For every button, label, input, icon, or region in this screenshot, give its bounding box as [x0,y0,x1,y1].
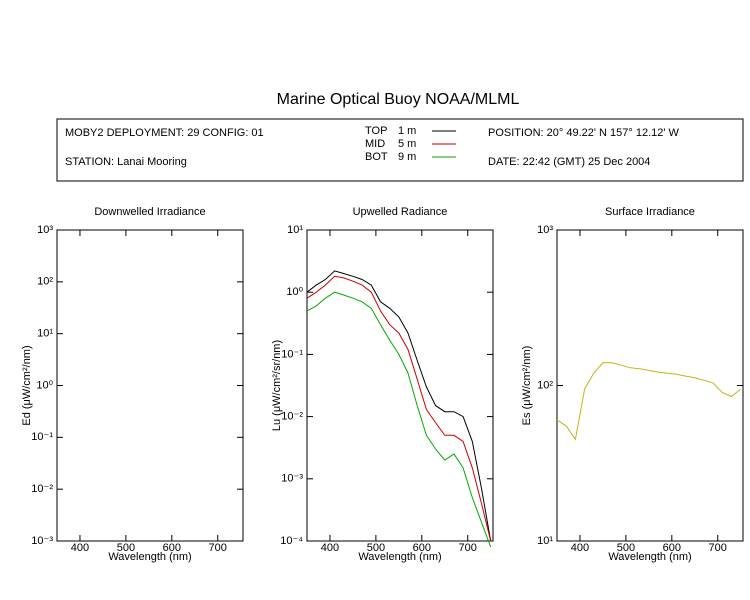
plot-frame [306,229,494,542]
legend-depth: 1 m [398,125,416,137]
x-tick-label: 500 [367,542,385,554]
date: DATE: 22:42 (GMT) 25 Dec 2004 [488,156,650,168]
y-tick-label: 10² [37,276,53,288]
y-axis-label: Lu (μW/cm²/sr/nm) [271,340,283,431]
x-tick-label: 600 [413,542,431,554]
y-tick-label: 10⁻¹ [281,348,303,360]
y-tick-label: 10¹ [37,328,53,340]
x-tick-label: 700 [709,542,727,554]
plot-frame [56,229,244,542]
deployment: MOBY2 DEPLOYMENT: 29 CONFIG: 01 [65,127,264,139]
spectrum-line [556,362,742,441]
position: POSITION: 20° 49.22' N 157° 12.12' W [488,127,680,139]
y-tick-label: 10⁰ [36,379,53,391]
spectrum-line [306,291,492,548]
y-tick-label: 10⁻¹ [31,431,53,443]
y-tick-label: 10⁻² [31,483,53,495]
plot-title: Downwelled Irradiance [94,206,205,218]
x-tick-label: 400 [321,542,339,554]
x-axis-label: Wavelength (nm) [108,551,191,563]
x-tick-label: 600 [663,542,681,554]
y-axis-label: Es (μW/cm²/nm) [521,346,533,426]
y-tick-label: 10³ [537,224,553,236]
y-tick-label: 10² [537,379,553,391]
y-tick-label: 10⁻² [281,411,303,423]
legend-depth: 5 m [398,138,416,150]
y-tick-label: 10⁻³ [31,535,53,547]
y-axis-label: Ed (μW/cm²/nm) [21,345,33,425]
x-tick-label: 400 [71,542,89,554]
x-axis-label: Wavelength (nm) [358,551,441,563]
legend-name: MID [365,138,385,150]
y-tick-label: 10⁻⁴ [280,535,303,547]
y-tick-label: 10⁻³ [281,473,303,485]
x-tick-label: 700 [209,542,227,554]
x-tick-label: 600 [163,542,181,554]
x-tick-label: 500 [117,542,135,554]
page-title: Marine Optical Buoy NOAA/MLML [277,91,520,108]
x-tick-label: 400 [571,542,589,554]
plot-title: Surface Irradiance [605,206,695,218]
x-axis-label: Wavelength (nm) [608,551,691,563]
legend-depth: 9 m [398,151,416,163]
y-tick-label: 10¹ [537,535,553,547]
info-box [56,118,744,182]
legend-name: BOT [365,151,388,163]
plot-title: Upwelled Radiance [353,206,448,218]
y-tick-label: 10¹ [287,224,303,236]
y-tick-label: 10³ [37,224,53,236]
station: STATION: Lanai Mooring [65,156,187,168]
legend-name: TOP [365,125,387,137]
spectrum-line [306,275,492,542]
x-tick-label: 500 [617,542,635,554]
x-tick-label: 700 [459,542,477,554]
y-tick-label: 10⁰ [286,286,303,298]
spectrum-line [306,270,492,542]
